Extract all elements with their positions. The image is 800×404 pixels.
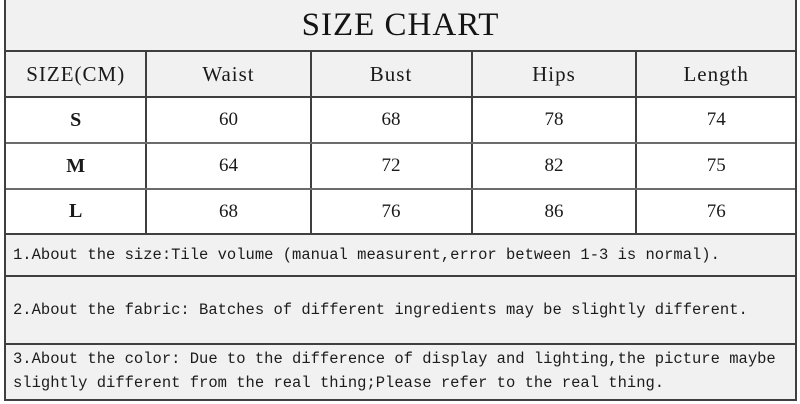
size-chart-sheet: SIZE CHART SIZE(CM) Waist Bust Hips Leng… [4,0,797,401]
cell-s-bust: 68 [310,97,473,144]
cell-m-hips: 82 [471,143,638,190]
table-row: M 64 72 82 75 [6,143,795,190]
cell-m-bust: 72 [310,143,473,190]
size-label-s: S [6,97,148,144]
note-about-color-text-line2: slightly different from the real thing;P… [13,373,665,392]
note-about-size: 1.About the size:Tile volume (manual mea… [6,233,795,275]
cell-l-length: 76 [636,189,795,233]
table-row: L 68 76 86 76 [6,189,795,233]
column-header-bust: Bust [310,52,473,98]
note-about-fabric: 2.About the fabric: Batches of different… [6,275,795,343]
page-title: SIZE CHART [6,0,795,52]
cell-l-hips: 86 [471,189,638,233]
cell-s-length: 74 [636,97,795,144]
note-about-color: 3.About the color: Due to the difference… [6,343,795,396]
cell-l-bust: 76 [310,189,473,233]
note-about-color-text-line1: 3.About the color: Due to the difference… [13,349,776,368]
cell-l-waist: 68 [146,189,312,233]
cell-s-hips: 78 [471,97,638,144]
column-header-length: Length [636,52,795,98]
table-header-row: SIZE(CM) Waist Bust Hips Length [6,52,795,98]
note-about-size-text: 1.About the size:Tile volume (manual mea… [13,246,720,264]
cell-m-length: 75 [636,143,795,190]
cell-m-waist: 64 [146,143,312,190]
size-label-m: M [6,143,148,190]
table-row: S 60 68 78 74 [6,97,795,144]
cell-s-waist: 60 [146,97,312,144]
note-about-fabric-text: 2.About the fabric: Batches of different… [13,301,748,319]
column-header-hips: Hips [471,52,638,98]
size-table: SIZE(CM) Waist Bust Hips Length S 60 68 … [6,52,795,233]
column-header-waist: Waist [146,52,312,98]
size-label-l: L [6,189,148,233]
column-header-size: SIZE(CM) [6,52,148,98]
